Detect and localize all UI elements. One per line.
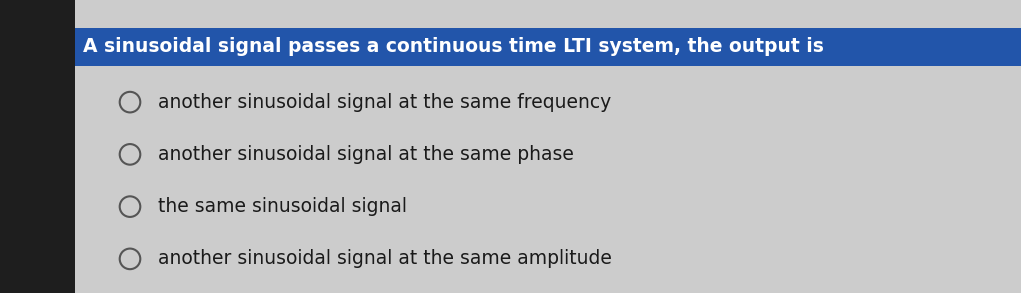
Text: another sinusoidal signal at the same phase: another sinusoidal signal at the same ph… bbox=[158, 145, 574, 164]
Text: another sinusoidal signal at the same amplitude: another sinusoidal signal at the same am… bbox=[158, 249, 612, 268]
Point bbox=[121, 204, 138, 209]
Point bbox=[121, 257, 138, 261]
Text: another sinusoidal signal at the same frequency: another sinusoidal signal at the same fr… bbox=[158, 93, 612, 112]
Bar bbox=[0, 0, 75, 293]
Text: A sinusoidal signal passes a continuous time LTI system, the output is: A sinusoidal signal passes a continuous … bbox=[83, 38, 824, 57]
Point bbox=[121, 100, 138, 105]
Text: the same sinusoidal signal: the same sinusoidal signal bbox=[158, 197, 407, 216]
Bar bbox=[75, 28, 1021, 66]
Point bbox=[121, 152, 138, 157]
